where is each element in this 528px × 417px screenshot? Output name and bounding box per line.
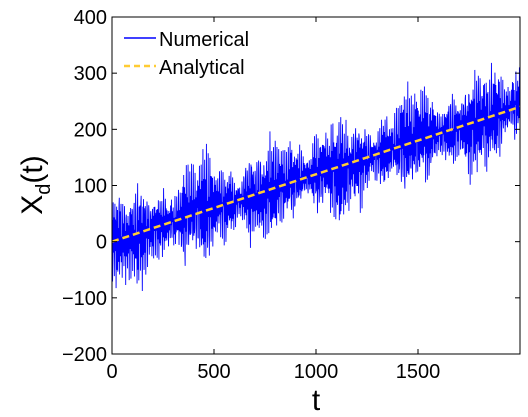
legend-analytical-label: Analytical [159, 57, 245, 79]
y-tick-label: 300 [74, 63, 107, 85]
y-tick-label: 100 [74, 176, 107, 198]
y-axis-label-tail: (t) [16, 155, 49, 183]
x-tick-label: 1500 [396, 361, 441, 383]
y-axis-label-sub: d [33, 184, 55, 195]
analytical-line [111, 105, 521, 243]
y-tick-label: 400 [74, 7, 107, 29]
y-tick-label: −200 [62, 344, 107, 366]
x-axis-ticks: 0 500 1000 1500 [106, 17, 440, 383]
legend: Numerical Analytical [124, 29, 249, 79]
y-tick-label: 200 [74, 119, 107, 141]
y-axis-label: Xd(t) [16, 155, 55, 214]
analytical-series [111, 105, 521, 243]
x-tick-label: 1000 [294, 361, 339, 383]
y-tick-label: −100 [62, 288, 107, 310]
y-tick-label: 0 [96, 232, 107, 254]
legend-numerical-label: Numerical [159, 29, 249, 51]
x-tick-label: 500 [197, 361, 230, 383]
svg-text:Xd(t): Xd(t) [16, 155, 55, 214]
x-axis-label: t [312, 384, 321, 417]
y-axis-label-main: X [16, 195, 49, 215]
x-tick-label: 0 [106, 361, 117, 383]
y-axis-ticks: −200 −100 0 100 200 300 400 [62, 7, 520, 366]
